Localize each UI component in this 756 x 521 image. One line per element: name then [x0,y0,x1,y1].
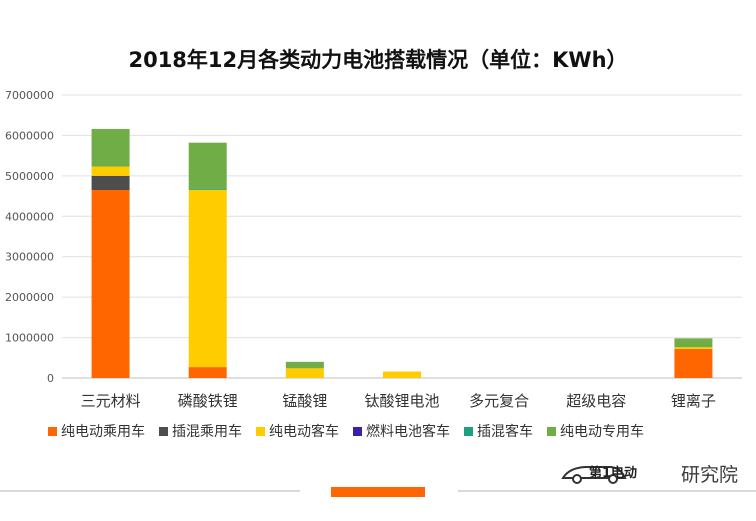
legend-entry: 纯电动专用车 [560,423,644,440]
legend-entry: 纯电动乘用车 [61,423,145,440]
footer-divider-left [0,490,300,492]
y-tick-label: 2000000 [5,291,54,304]
legend-swatch [159,427,168,436]
bar-segment [285,361,324,369]
x-tick-label: 锰酸锂 [282,392,327,410]
x-tick-label: 钛酸锂电池 [364,392,439,410]
y-tick-label: 4000000 [5,210,54,223]
footer-divider-right [458,490,756,492]
x-tick-label: 锂离子 [671,392,716,410]
legend-swatch [48,427,57,436]
legend-swatch [464,427,473,436]
legend-swatch [256,427,265,436]
bar-segment [91,166,130,176]
bar-segment [674,348,713,378]
bar-segment [285,368,324,378]
bar-segment [91,190,130,378]
brand-watermark: 第1电动 研究院 [559,460,738,486]
legend-entry: 插混客车 [477,423,533,440]
bar-segment [188,142,227,190]
y-tick-label: 6000000 [5,129,54,142]
y-tick-label: 0 [47,372,54,385]
bar-segment [383,371,421,378]
x-tick-label: 多元复合 [469,392,529,410]
chart-title: 2018年12月各类动力电池搭载情况（单位：KWh） [128,48,628,72]
legend-entry: 插混乘用车 [172,423,242,440]
bar-segment [188,367,227,378]
bar-segment [91,128,130,167]
watermark-text: 研究院 [680,463,738,486]
y-tick-label: 3000000 [5,251,54,264]
legend-swatch [353,427,362,436]
watermark-brand: 第1电动 [589,465,637,481]
y-tick-label: 5000000 [5,170,54,183]
bar-segment [91,175,130,191]
footer-accent-bar [331,487,425,497]
car-logo-icon: 第1电动 [561,465,637,484]
legend-entry: 纯电动客车 [269,423,339,440]
bar-segment [674,347,713,349]
x-tick-label: 三元材料 [81,392,141,410]
legend-entry: 燃料电池客车 [366,423,450,440]
bar-segment [188,189,227,191]
x-tick-label: 磷酸铁锂 [178,392,238,410]
bar-segment [188,190,227,368]
bar-segment [674,338,713,348]
x-tick-label: 超级电容 [566,392,626,410]
legend-swatch [547,427,556,436]
y-tick-label: 7000000 [5,89,54,102]
y-tick-label: 1000000 [5,332,54,345]
